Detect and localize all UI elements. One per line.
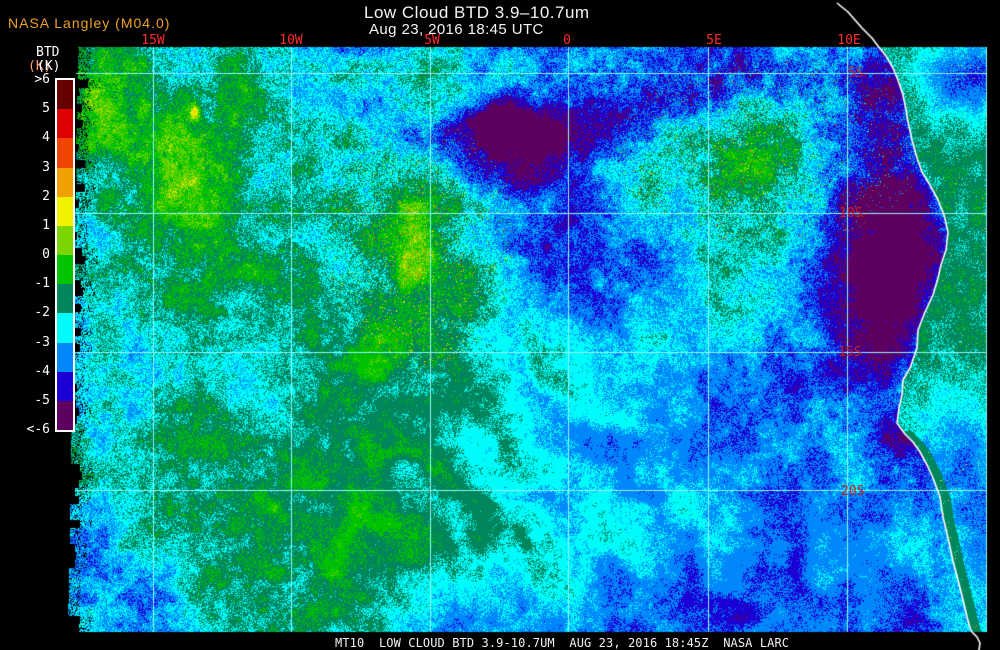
colorbar-tick-label: -4: [34, 364, 50, 379]
colorbar-segment: [57, 313, 73, 343]
colorbar-tick-label: 3: [42, 160, 50, 175]
colorbar-tick-label: 4: [42, 130, 50, 145]
longitude-label: 15W: [141, 33, 165, 48]
colorbar-tick-label: 5: [42, 101, 50, 116]
colorbar-tick-label: -3: [34, 335, 50, 350]
latitude-label: 15S: [838, 345, 862, 360]
colorbar-segment: [57, 342, 73, 372]
colorbar-units-shadow: (K): [28, 59, 52, 74]
latitude-label: 20S: [841, 484, 865, 499]
colorbar-segment: [57, 109, 73, 139]
colorbar-title: BTD: [36, 45, 60, 60]
latitude-label: 10S: [839, 206, 863, 221]
colorbar-tick-label: -2: [34, 305, 50, 320]
colorbar-segment: [57, 138, 73, 168]
status-bar: MT10 LOW CLOUD BTD 3.9-10.7UM AUG 23, 20…: [335, 636, 790, 650]
credit-label: NASA Langley (M04.0): [8, 15, 171, 31]
colorbar-segment: [57, 371, 73, 401]
colorbar-tick-label: 2: [42, 189, 50, 204]
colorbar-segment: [57, 400, 73, 431]
colorbar-tick-label: -5: [34, 393, 50, 408]
colorbar-segment: [57, 255, 73, 285]
colorbar-tick-label: 0: [42, 247, 50, 262]
product-timestamp: Aug 23, 2016 18:45 UTC: [369, 21, 544, 38]
colorbar-tick-label: -1: [34, 276, 50, 291]
colorbar-segment: [57, 80, 73, 110]
latitude-label: 5S: [848, 66, 864, 81]
colorbar-units: (K): [37, 59, 61, 74]
colorbar-tick-label: <-6: [26, 422, 50, 437]
product-title: Low Cloud BTD 3.9–10.7um: [364, 3, 590, 22]
colorbar-tick-label: >6: [34, 72, 50, 87]
colorbar: [55, 78, 75, 432]
longitude-label: 5E: [706, 33, 722, 48]
colorbar-segment: [57, 196, 73, 226]
longitude-label: 0: [563, 33, 571, 48]
longitude-label: 10W: [279, 33, 303, 48]
longitude-label: 5W: [424, 33, 440, 48]
colorbar-tick-label: 1: [42, 218, 50, 233]
colorbar-segment: [57, 225, 73, 256]
longitude-label: 10E: [837, 33, 861, 48]
colorbar-segment: [57, 167, 73, 197]
colorbar-segment: [57, 284, 73, 314]
